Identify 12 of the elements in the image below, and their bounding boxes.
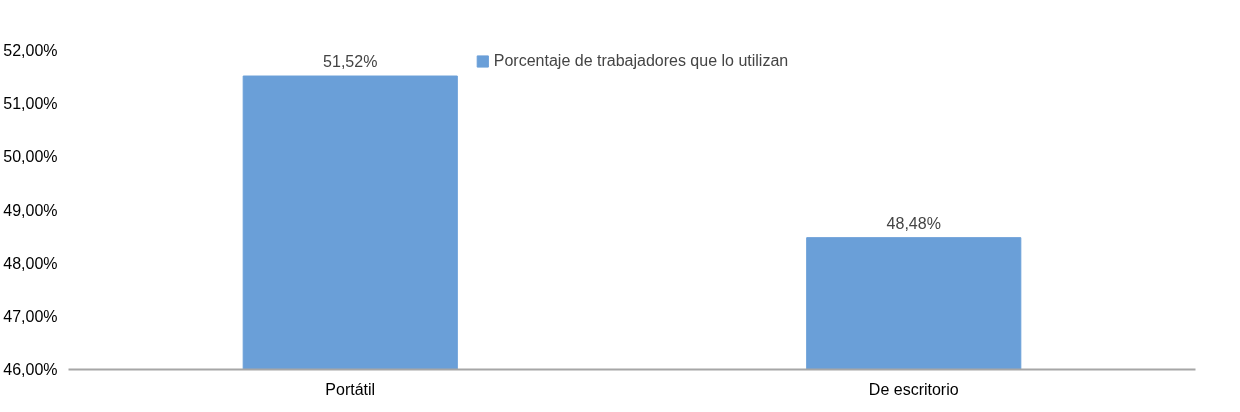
legend-label: Porcentaje de trabajadores que lo utilizan xyxy=(493,52,789,70)
y-tick-label: 49,00% xyxy=(3,201,58,219)
y-tick-label: 47,00% xyxy=(3,307,58,325)
data-label: 48,48% xyxy=(886,214,941,232)
data-label: 51,52% xyxy=(323,53,378,71)
y-tick-label: 52,00% xyxy=(3,42,58,59)
x-tick-label: Portátil xyxy=(325,380,376,398)
y-tick-label: 51,00% xyxy=(3,95,58,113)
y-tick-label: 50,00% xyxy=(3,148,58,166)
x-tick-label: De escritorio xyxy=(868,380,959,398)
y-tick-label: 48,00% xyxy=(3,254,58,272)
y-tick-label: 46,00% xyxy=(3,361,58,378)
